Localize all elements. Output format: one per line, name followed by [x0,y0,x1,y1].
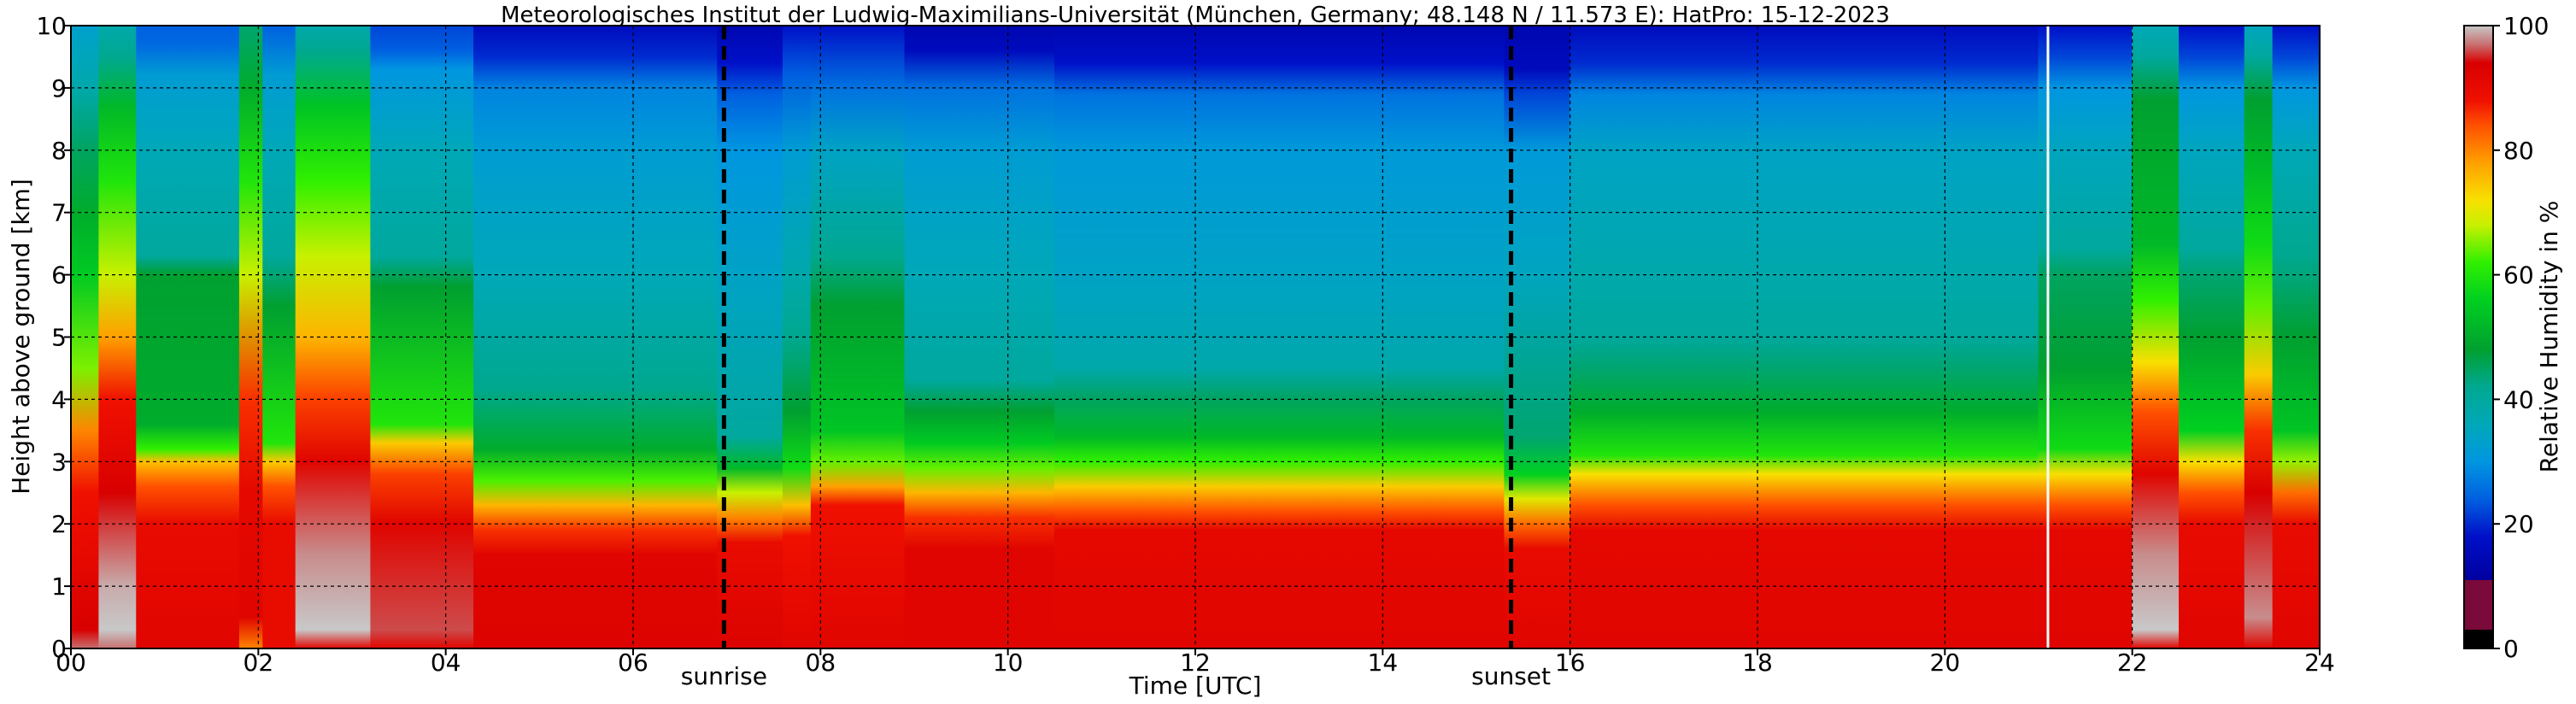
y-tick-label: 4 [51,385,67,414]
y-axis: 0 1 2 3 4 5 6 7 8 9 10 [36,12,71,663]
x-tick-label: 06 [618,648,648,677]
event-lines [721,26,2050,648]
x-tick-label: 22 [2117,648,2148,677]
x-tick-label: 04 [431,648,461,677]
x-tick-label: 14 [1368,648,1399,677]
colorbar-bar [2463,25,2494,649]
colorbar [2463,25,2494,649]
y-tick-label: 10 [36,12,67,40]
humidity-column [1054,26,1505,648]
y-tick-label: 6 [51,261,67,290]
colorbar-tick-label: 20 [2503,510,2534,538]
colorbar-ticks: 0 20 40 60 80 100 [2493,12,2549,663]
x-axis: 00 02 04 06 08 10 12 14 16 18 20 22 24 [56,648,2335,677]
sunset-label: sunset [1471,662,1551,690]
colorbar-label: Relative Humidity in % [2535,201,2563,473]
colorbar-tick-label: 40 [2503,385,2534,414]
x-tick-label: 12 [1180,648,1211,677]
colorbar-tick-label: 60 [2503,261,2534,290]
event-labels: sunrise sunset [681,662,1551,690]
humidity-column [98,26,138,648]
x-tick-label: 16 [1555,648,1586,677]
humidity-column [1570,26,2039,648]
grid-lines [71,26,2320,648]
y-tick-label: 2 [51,510,67,538]
chart-title: Meteorologisches Institut der Ludwig-Max… [501,3,1890,28]
x-tick-label: 18 [1742,648,1773,677]
x-axis-label: Time [UTC] [1129,672,1262,700]
y-tick-label: 8 [51,137,67,165]
colorbar-tick-label: 100 [2503,12,2549,40]
y-tick-label: 3 [51,448,67,476]
y-tick-label: 5 [51,324,67,352]
x-tick-label: 20 [1930,648,1961,677]
y-tick-label: 1 [51,572,67,601]
humidity-column [473,26,719,648]
x-tick-label: 00 [56,648,86,677]
y-axis-label: Height above ground [km] [7,179,35,495]
sunrise-label: sunrise [681,662,767,690]
x-tick-label: 10 [993,648,1024,677]
y-tick-label: 0 [51,635,67,663]
colorbar-tick-label: 0 [2503,635,2519,663]
x-tick-label: 02 [244,648,274,677]
x-tick-label: 24 [2304,648,2335,677]
humidity-column [2038,26,2133,648]
colorbar-tick-label: 80 [2503,137,2534,165]
y-tick-label: 7 [51,199,67,227]
x-tick-label: 08 [806,648,836,677]
y-tick-label: 9 [51,74,67,103]
